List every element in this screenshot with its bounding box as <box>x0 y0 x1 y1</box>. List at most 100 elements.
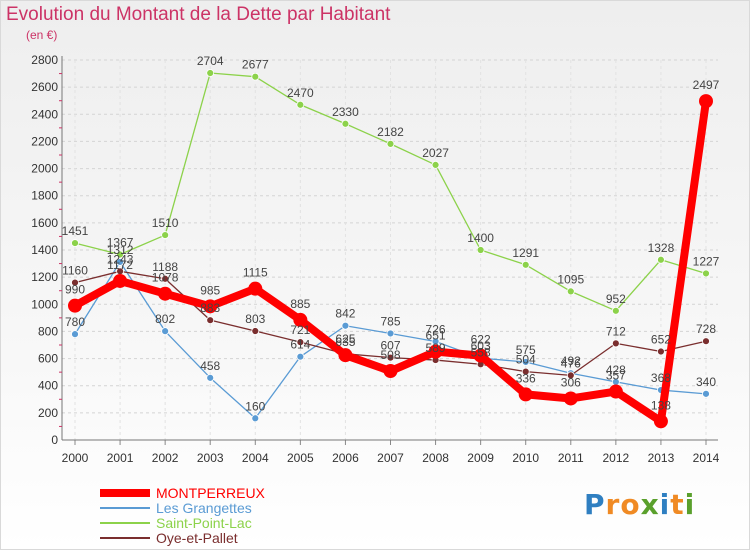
x-tick-label: 2009 <box>467 451 494 465</box>
y-tick-label: 2400 <box>31 107 58 121</box>
data-point <box>206 69 215 77</box>
series-lines <box>68 69 713 429</box>
data-label: 336 <box>516 371 536 385</box>
data-label: 780 <box>65 315 85 329</box>
data-label: 726 <box>426 322 446 336</box>
data-label: 1328 <box>648 241 675 255</box>
data-point <box>341 321 350 330</box>
data-label: 785 <box>380 314 400 328</box>
data-label: 508 <box>380 348 400 362</box>
data-label: 990 <box>65 283 85 297</box>
data-label: 1510 <box>152 216 179 230</box>
data-point <box>161 327 170 336</box>
x-tick-label: 2010 <box>512 451 539 465</box>
data-label: 458 <box>200 359 220 373</box>
data-point <box>161 231 170 239</box>
data-label: 625 <box>335 332 355 346</box>
y-tick-label: 200 <box>38 406 58 420</box>
data-label: 1400 <box>467 231 494 245</box>
data-label: 2182 <box>377 125 404 139</box>
logo-letter: o <box>620 488 641 521</box>
data-label: 1291 <box>512 246 539 260</box>
data-point <box>657 255 665 264</box>
data-label: 1095 <box>557 272 584 286</box>
logo-letter: t <box>670 488 685 521</box>
data-point <box>702 269 710 278</box>
data-point <box>206 373 215 382</box>
data-label: 306 <box>561 375 581 389</box>
data-label: 2704 <box>197 54 224 68</box>
data-point <box>293 312 308 327</box>
x-tick-label: 2011 <box>558 451 584 465</box>
data-point <box>657 347 665 356</box>
x-tick-label: 2005 <box>287 451 314 465</box>
logo-letter: i <box>659 488 671 521</box>
data-point <box>521 260 530 269</box>
y-tick-label: 1600 <box>31 216 58 230</box>
unit-label: (en €) <box>26 28 58 42</box>
data-label: 952 <box>606 292 626 306</box>
data-label: 1172 <box>107 258 133 272</box>
data-point <box>386 329 395 338</box>
data-label: 357 <box>606 369 626 383</box>
data-point <box>702 389 710 398</box>
data-label: 138 <box>651 398 671 412</box>
x-tick-label: 2000 <box>62 451 89 465</box>
data-label: 1312 <box>107 243 134 257</box>
data-label: 885 <box>290 297 310 311</box>
data-label: 1188 <box>152 260 178 274</box>
data-label: 476 <box>561 356 581 370</box>
data-label: 368 <box>651 371 671 385</box>
y-tick-label: 0 <box>51 433 58 447</box>
data-label: 607 <box>380 339 400 353</box>
data-label: 492 <box>561 354 581 368</box>
data-point <box>113 273 128 288</box>
data-point <box>116 258 124 266</box>
y-tick-label: 2200 <box>31 134 58 148</box>
data-point <box>699 94 713 109</box>
x-tick-label: 2004 <box>242 451 269 465</box>
data-label: 802 <box>155 312 175 326</box>
data-point <box>203 299 218 314</box>
data-point <box>518 387 533 402</box>
legend-label: Les Grangettes <box>156 500 252 516</box>
data-point <box>341 119 350 128</box>
data-label: 2497 <box>693 78 720 92</box>
data-point <box>702 337 710 346</box>
y-tick-label: 800 <box>38 324 58 338</box>
data-label: 635 <box>335 335 355 349</box>
data-label: 712 <box>606 324 626 338</box>
x-tick-label: 2003 <box>197 451 224 465</box>
data-point <box>251 327 260 335</box>
data-point <box>251 414 260 423</box>
x-tick-label: 2002 <box>152 451 179 465</box>
data-point <box>611 306 620 315</box>
data-label: 883 <box>200 301 220 315</box>
data-point <box>248 281 263 296</box>
legend-label: MONTPERREUX <box>156 485 266 501</box>
data-point <box>158 286 173 301</box>
data-label: 2470 <box>287 86 314 100</box>
data-label: 614 <box>290 338 310 352</box>
y-tick-label: 1000 <box>31 297 58 311</box>
data-label: 985 <box>200 283 220 297</box>
data-point <box>71 330 79 339</box>
data-label: 1115 <box>243 266 268 280</box>
x-tick-label: 2013 <box>648 451 675 465</box>
y-tick-label: 600 <box>38 352 58 366</box>
data-label: 728 <box>696 322 716 336</box>
data-point <box>566 287 575 296</box>
data-label: 504 <box>516 353 536 367</box>
data-label: 2330 <box>332 105 359 119</box>
data-point <box>71 239 79 247</box>
data-point <box>566 371 575 380</box>
data-point <box>338 348 353 363</box>
y-tick-label: 1400 <box>31 243 58 257</box>
logo-letter: i <box>684 488 696 521</box>
data-label: 721 <box>290 323 310 337</box>
data-point <box>386 353 395 362</box>
data-label: 1367 <box>107 235 134 249</box>
data-point <box>71 278 79 287</box>
